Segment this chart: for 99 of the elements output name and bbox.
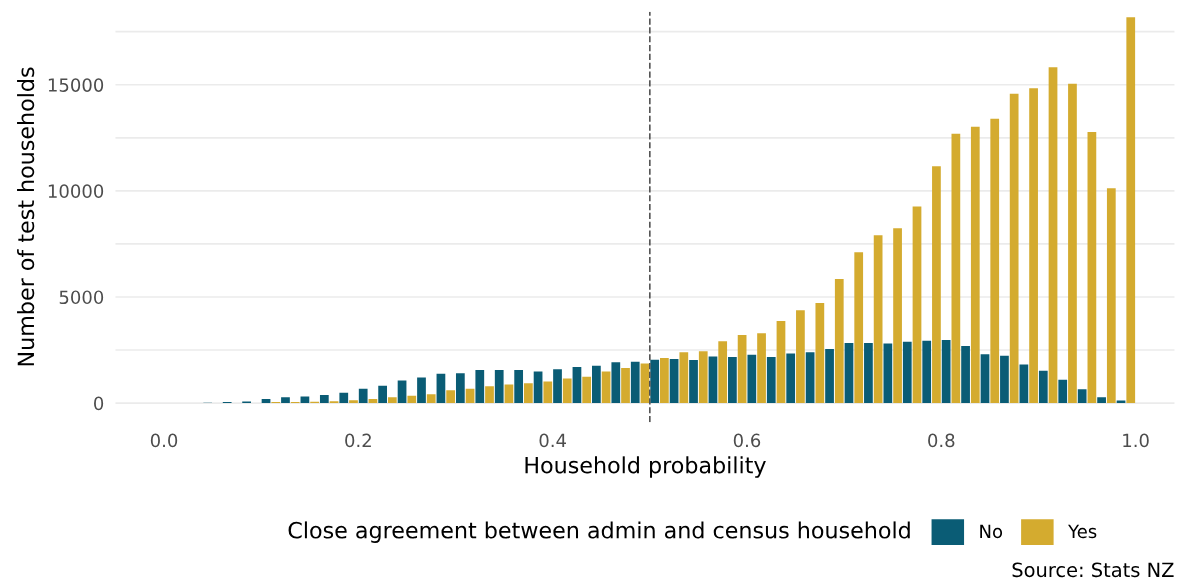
bar bbox=[1126, 17, 1136, 404]
bar bbox=[1000, 355, 1009, 404]
bar bbox=[698, 351, 708, 404]
y-axis-title: Number of test households bbox=[17, 67, 35, 366]
bar bbox=[747, 354, 757, 404]
bar bbox=[825, 348, 834, 404]
bar bbox=[970, 126, 980, 404]
bar bbox=[718, 341, 728, 404]
bar bbox=[592, 365, 601, 404]
bar bbox=[1106, 188, 1116, 404]
bar bbox=[582, 376, 592, 404]
bar bbox=[1097, 397, 1106, 404]
bar bbox=[990, 118, 1000, 404]
bar bbox=[757, 333, 766, 404]
bar bbox=[407, 395, 417, 404]
bar bbox=[1029, 88, 1038, 404]
bar bbox=[728, 357, 737, 404]
bar bbox=[1068, 83, 1077, 404]
bar bbox=[766, 357, 776, 404]
bar bbox=[1019, 364, 1029, 404]
bar bbox=[562, 378, 572, 404]
bar bbox=[1009, 93, 1019, 404]
x-tick-label: 0.8 bbox=[928, 433, 955, 448]
bar bbox=[378, 385, 387, 404]
x-tick-label: 0.4 bbox=[539, 433, 566, 448]
bar bbox=[504, 384, 514, 404]
bar bbox=[640, 363, 650, 404]
bar bbox=[1087, 132, 1097, 404]
bar bbox=[873, 235, 883, 404]
bar bbox=[679, 352, 689, 404]
bar bbox=[805, 352, 815, 404]
bar bbox=[737, 334, 747, 404]
x-tick-label: 0.6 bbox=[733, 433, 761, 448]
bar bbox=[1058, 379, 1068, 404]
bar bbox=[776, 320, 786, 404]
bar bbox=[796, 310, 805, 404]
bar bbox=[1048, 67, 1058, 404]
bar bbox=[572, 367, 582, 404]
x-axis-title: Household probability bbox=[525, 456, 766, 478]
bar bbox=[669, 358, 679, 404]
bar bbox=[397, 380, 407, 404]
bar bbox=[708, 356, 718, 404]
bar bbox=[261, 399, 271, 404]
bar bbox=[1038, 370, 1048, 404]
y-tick-label: 5000 bbox=[59, 290, 104, 305]
source-note: Source: Stats NZ bbox=[1012, 562, 1174, 578]
bar bbox=[660, 358, 669, 404]
bar bbox=[912, 206, 922, 404]
bar bbox=[650, 359, 660, 404]
bar bbox=[951, 133, 961, 404]
bar bbox=[689, 360, 698, 404]
bar bbox=[883, 343, 893, 404]
bar bbox=[319, 395, 329, 404]
bar bbox=[523, 383, 533, 404]
bar bbox=[786, 353, 796, 404]
bar bbox=[533, 371, 543, 404]
legend-title: Close agreement between admin and census household bbox=[288, 521, 910, 543]
y-tick-label: 0 bbox=[94, 396, 104, 411]
bar bbox=[436, 373, 446, 404]
x-tick-label: 0.0 bbox=[150, 433, 178, 448]
bar bbox=[630, 361, 640, 404]
bar bbox=[387, 397, 397, 404]
bar bbox=[543, 381, 553, 404]
x-tick-label: 0.2 bbox=[345, 433, 371, 448]
bar bbox=[601, 371, 611, 404]
bar bbox=[941, 340, 951, 404]
y-tick-label: 10000 bbox=[48, 184, 104, 198]
bar bbox=[417, 377, 426, 404]
legend-label: No bbox=[980, 524, 1003, 539]
bar bbox=[455, 373, 465, 404]
bar bbox=[485, 386, 494, 404]
bar bbox=[446, 390, 456, 404]
bar bbox=[494, 369, 504, 404]
bar bbox=[902, 341, 912, 404]
bar bbox=[844, 343, 854, 404]
bar bbox=[349, 400, 358, 404]
bar bbox=[514, 369, 524, 404]
bar bbox=[611, 362, 621, 404]
legend-label: Yes bbox=[1068, 524, 1097, 539]
bar bbox=[358, 388, 368, 404]
x-tick-label: 1.0 bbox=[1123, 433, 1149, 448]
bar bbox=[339, 392, 349, 404]
bar bbox=[1077, 389, 1087, 404]
bar bbox=[368, 399, 378, 404]
bar bbox=[922, 340, 932, 404]
bar bbox=[475, 369, 485, 404]
bar bbox=[932, 166, 941, 404]
bar bbox=[815, 302, 825, 404]
bar bbox=[834, 278, 844, 404]
bar bbox=[961, 346, 970, 404]
bar bbox=[621, 368, 630, 404]
bar bbox=[553, 369, 562, 404]
y-tick-label: 15000 bbox=[48, 78, 104, 92]
bar bbox=[893, 228, 902, 404]
bar bbox=[864, 343, 873, 404]
bar bbox=[980, 354, 990, 404]
bar bbox=[281, 397, 290, 404]
bar bbox=[854, 252, 864, 404]
bar bbox=[426, 394, 436, 404]
